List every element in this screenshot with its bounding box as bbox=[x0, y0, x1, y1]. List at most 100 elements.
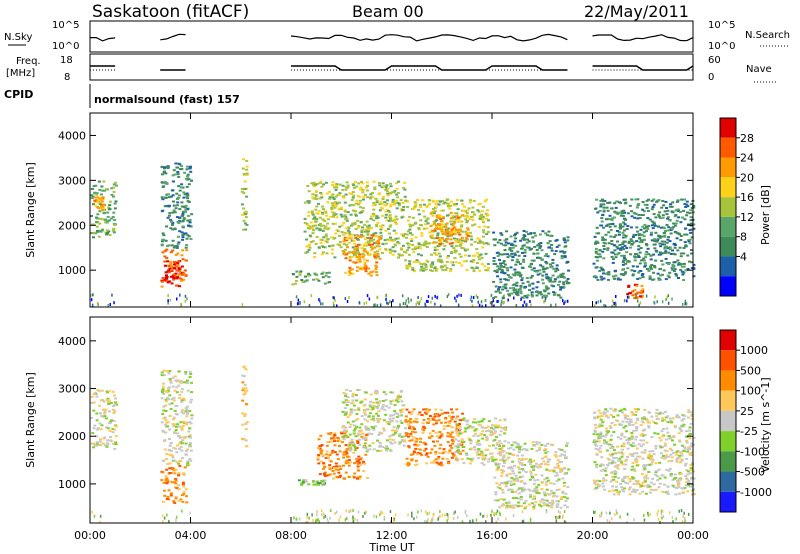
heatmap-cell bbox=[173, 227, 177, 230]
heatmap-cell bbox=[557, 244, 561, 247]
heatmap-cell bbox=[595, 480, 599, 482]
heatmap-cell bbox=[628, 453, 632, 456]
heatmap-cell bbox=[672, 451, 676, 454]
heatmap-cell bbox=[417, 413, 421, 416]
heatmap-cell bbox=[319, 224, 323, 227]
heatmap-cell bbox=[594, 241, 598, 244]
heatmap-cell bbox=[353, 409, 357, 412]
heatmap-cell bbox=[344, 186, 348, 189]
heatmap-cell bbox=[528, 248, 532, 251]
heatmap-cell bbox=[113, 231, 116, 234]
heatmap-cell bbox=[164, 182, 168, 185]
heatmap-cell bbox=[399, 247, 403, 250]
heatmap-cell bbox=[641, 490, 645, 493]
heatmap-cell bbox=[465, 209, 469, 212]
heatmap-cell bbox=[180, 214, 184, 217]
heatmap-cell bbox=[666, 421, 670, 424]
heatmap-cell bbox=[386, 187, 390, 190]
heatmap-cell bbox=[394, 431, 397, 434]
heatmap-cell bbox=[532, 506, 536, 508]
heatmap-cell bbox=[357, 408, 361, 411]
heatmap-cell bbox=[640, 284, 644, 287]
heatmap-cell bbox=[613, 210, 617, 213]
heatmap-cell bbox=[487, 420, 491, 423]
heatmap-cell bbox=[245, 168, 249, 171]
heatmap-cell bbox=[363, 411, 367, 414]
ground-scatter-cell bbox=[405, 299, 407, 303]
heatmap-cell bbox=[397, 204, 401, 207]
heatmap-cell bbox=[605, 224, 609, 227]
heatmap-cell bbox=[468, 235, 472, 237]
heatmap-cell bbox=[188, 220, 191, 222]
heatmap-cell bbox=[356, 219, 360, 222]
heatmap-cell bbox=[460, 246, 464, 249]
heatmap-cell bbox=[555, 264, 559, 267]
heatmap-cell bbox=[530, 268, 534, 271]
heatmap-cell bbox=[171, 459, 175, 462]
heatmap-cell bbox=[487, 267, 490, 269]
heatmap-cell bbox=[384, 242, 388, 245]
heatmap-cell bbox=[358, 253, 362, 256]
heatmap-cell bbox=[545, 476, 549, 479]
heatmap-cell bbox=[550, 280, 554, 283]
heatmap-cell bbox=[519, 275, 522, 278]
ground-scatter-cell bbox=[374, 303, 376, 307]
heatmap-cell bbox=[539, 291, 543, 294]
heatmap-cell bbox=[411, 420, 415, 423]
heatmap-cell bbox=[371, 247, 375, 250]
heatmap-cell bbox=[642, 235, 646, 238]
heatmap-cell bbox=[675, 208, 679, 211]
heatmap-cell bbox=[338, 183, 342, 186]
heatmap-cell bbox=[379, 449, 383, 452]
heatmap-cell bbox=[457, 424, 461, 427]
heatmap-cell bbox=[620, 445, 624, 448]
heatmap-cell bbox=[466, 232, 470, 235]
ground-scatter-cell bbox=[544, 297, 547, 300]
heatmap-cell bbox=[322, 462, 326, 465]
heatmap-cell bbox=[400, 422, 404, 424]
heatmap-cell bbox=[168, 428, 172, 431]
heatmap-cell bbox=[364, 413, 367, 416]
ground-scatter-cell bbox=[96, 302, 99, 305]
heatmap-cell bbox=[525, 448, 529, 451]
heatmap-cell bbox=[638, 217, 642, 220]
heatmap-cell bbox=[550, 249, 554, 252]
heatmap-cell bbox=[168, 280, 172, 283]
heatmap-cell bbox=[407, 446, 411, 449]
heatmap-cell bbox=[356, 468, 360, 471]
heatmap-cell bbox=[182, 491, 186, 494]
heatmap-cell bbox=[443, 411, 447, 414]
heatmap-cell bbox=[494, 463, 498, 466]
heatmap-cell bbox=[369, 193, 373, 196]
heatmap-cell bbox=[399, 414, 403, 417]
heatmap-cell bbox=[420, 232, 424, 235]
heatmap-cell bbox=[455, 238, 459, 241]
heatmap-cell bbox=[183, 171, 187, 174]
heatmap-cell bbox=[384, 399, 388, 401]
heatmap-cell bbox=[600, 278, 604, 281]
heatmap-cell bbox=[498, 439, 502, 442]
heatmap-cell bbox=[433, 252, 437, 255]
heatmap-cell bbox=[687, 260, 691, 263]
heatmap-cell bbox=[689, 464, 693, 467]
heatmap-cell bbox=[546, 255, 550, 258]
heatmap-cell bbox=[417, 227, 421, 229]
heatmap-cell bbox=[451, 442, 455, 445]
heatmap-cell bbox=[608, 218, 612, 221]
heatmap-cell bbox=[182, 472, 186, 475]
heatmap-cell bbox=[661, 200, 665, 202]
heatmap-cell bbox=[100, 200, 104, 203]
ground-scatter-cell bbox=[434, 302, 436, 306]
heatmap-cell bbox=[618, 278, 622, 281]
heatmap-cell bbox=[503, 418, 507, 421]
heatmap-cell bbox=[663, 444, 667, 447]
heatmap-cell bbox=[90, 215, 93, 217]
heatmap-cell bbox=[406, 206, 410, 208]
heatmap-cell bbox=[621, 420, 625, 423]
heatmap-cell bbox=[429, 236, 433, 239]
heatmap-cell bbox=[499, 232, 503, 235]
heatmap-cell bbox=[184, 488, 188, 491]
heatmap-cell bbox=[173, 501, 177, 504]
heatmap-cell bbox=[352, 209, 356, 212]
heatmap-cell bbox=[676, 210, 680, 212]
